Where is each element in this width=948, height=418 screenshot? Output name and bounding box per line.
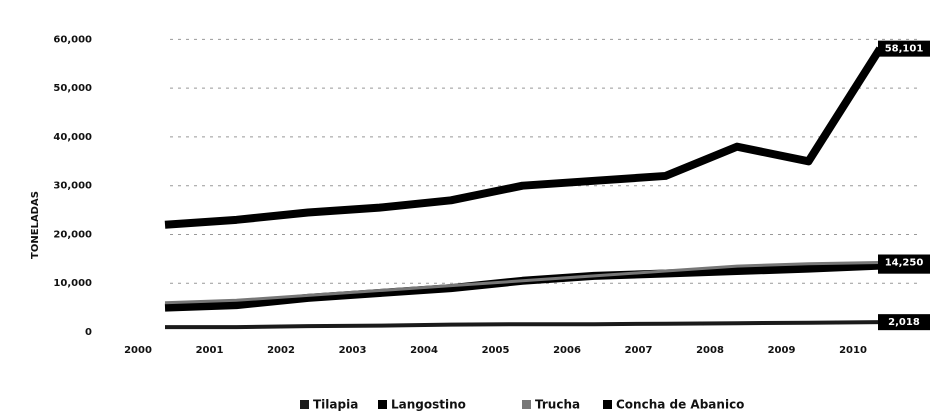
data-label: 58,101 bbox=[878, 40, 930, 57]
x-tick-label: 2009 bbox=[768, 345, 796, 356]
y-tick-label: 10,000 bbox=[53, 278, 92, 289]
legend-label: Tilapia bbox=[313, 398, 358, 412]
y-tick-label: 40,000 bbox=[53, 132, 92, 143]
x-tick-label: 2004 bbox=[410, 345, 438, 356]
x-tick-label: 2002 bbox=[267, 345, 295, 356]
y-tick-label: 60,000 bbox=[53, 34, 92, 45]
legend-swatch bbox=[300, 400, 309, 409]
data-label: 14,250 bbox=[878, 254, 930, 271]
x-tick-label: 2008 bbox=[696, 345, 724, 356]
y-tick-label: 0 bbox=[85, 327, 92, 338]
x-tick-label: 2006 bbox=[553, 345, 581, 356]
y-tick-label: 20,000 bbox=[53, 229, 92, 240]
legend-label: Langostino bbox=[391, 398, 466, 412]
x-tick-label: 2005 bbox=[482, 345, 510, 356]
data-label-box bbox=[878, 40, 930, 57]
legend-label: Trucha bbox=[535, 398, 580, 412]
x-tick-label: 2010 bbox=[839, 345, 867, 356]
data-label-text: 58,101 bbox=[885, 44, 924, 55]
data-label-box bbox=[878, 314, 930, 331]
x-tick-label: 2000 bbox=[124, 345, 152, 356]
legend-swatch bbox=[522, 400, 531, 409]
y-tick-label: 50,000 bbox=[53, 83, 92, 94]
x-tick-label: 2003 bbox=[339, 345, 367, 356]
series-line bbox=[164, 261, 881, 305]
y-tick-label: 30,000 bbox=[53, 181, 92, 192]
x-tick-label: 2001 bbox=[196, 345, 224, 356]
data-label-text: 2,018 bbox=[888, 317, 920, 328]
y-axis-title: TONELADAS bbox=[30, 191, 41, 259]
legend-swatch bbox=[603, 400, 612, 409]
series-line bbox=[164, 261, 881, 312]
legend-label: Concha de Abanico bbox=[616, 398, 744, 412]
data-label-box bbox=[878, 254, 930, 271]
legend-swatch bbox=[378, 400, 387, 409]
data-label-text: 14,250 bbox=[885, 258, 924, 269]
series-line bbox=[164, 46, 884, 229]
x-tick-label: 2007 bbox=[625, 345, 653, 356]
series-line bbox=[165, 320, 881, 330]
data-label: 2,018 bbox=[878, 314, 930, 331]
